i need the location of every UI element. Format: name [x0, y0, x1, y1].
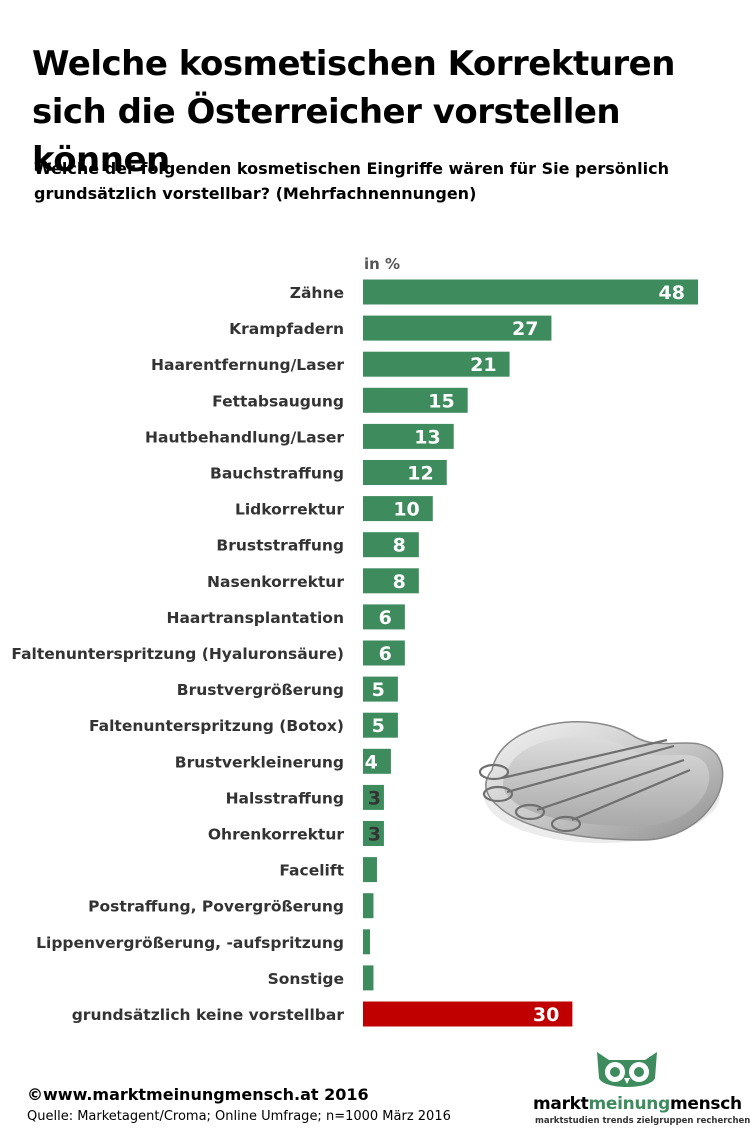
surgical-tray-icon	[478, 721, 724, 843]
value-label: 6	[379, 607, 392, 629]
category-label: Hautbehandlung/Laser	[145, 428, 344, 446]
page-subtitle: Welche der folgenden kosmetischen Eingri…	[34, 159, 669, 203]
value-label: 10	[393, 499, 419, 521]
bar	[363, 496, 433, 522]
source-text: Quelle: Marketagent/Croma; Online Umfrag…	[27, 1109, 451, 1124]
bar	[363, 351, 510, 377]
bar	[363, 315, 552, 341]
category-label: Lidkorrektur	[235, 501, 344, 519]
bar	[363, 460, 447, 485]
value-label: 5	[372, 679, 385, 701]
bar	[363, 748, 391, 774]
category-label: Halsstraffung	[226, 789, 344, 807]
category-label: Haartransplantation	[167, 609, 345, 627]
category-label: Zähne	[290, 284, 344, 302]
category-label: Ohrenkorrektur	[208, 826, 344, 844]
category-label: Fettabsaugung	[212, 392, 344, 410]
value-label: 5	[372, 715, 385, 737]
category-label: Krampfadern	[229, 320, 344, 338]
value-label: 27	[512, 318, 538, 340]
category-label: Nasenkorrektur	[207, 573, 344, 591]
unit-label: in %	[364, 255, 401, 273]
category-label: Brustvergrößerung	[177, 681, 344, 699]
value-label: 8	[393, 535, 406, 557]
bar	[363, 821, 384, 846]
category-label: grundsätzlich keine vorstellbar	[72, 1006, 345, 1024]
bar	[363, 640, 405, 666]
bar	[363, 712, 398, 738]
bar	[363, 532, 419, 558]
bar	[363, 784, 384, 810]
copyright-text: ©www.marktmeinungmensch.at 2016	[27, 1085, 369, 1104]
brand-logo: marktmeinungmensch marktstudien trends z…	[533, 1048, 750, 1130]
value-label: 15	[428, 390, 454, 412]
bar	[363, 676, 398, 702]
value-label: 3	[368, 824, 381, 846]
bar	[363, 279, 698, 305]
value-label: 21	[470, 354, 496, 376]
category-label: Faltenunterspritzung (Hyaluronsäure)	[11, 645, 344, 663]
owl-icon	[597, 1052, 657, 1087]
value-label: 8	[393, 571, 406, 593]
bar	[363, 604, 405, 630]
bar	[363, 423, 454, 449]
value-label: 48	[659, 282, 685, 304]
value-label: 30	[533, 1004, 559, 1026]
category-label: Facelift	[279, 862, 344, 880]
value-label: 6	[379, 643, 392, 665]
category-label: Brustverkleinerung	[175, 753, 344, 771]
category-label: Postraffung, Povergrößerung	[88, 898, 344, 916]
value-label: 4	[365, 751, 378, 773]
category-label: Bruststraffung	[216, 537, 344, 555]
category-label: Haarentfernung/Laser	[151, 356, 344, 374]
bar	[363, 568, 419, 594]
bar	[363, 929, 370, 955]
category-label: Faltenunterspritzung (Botox)	[89, 717, 344, 735]
value-label: 12	[407, 463, 433, 485]
bar	[363, 387, 468, 413]
logo-wordmark: marktmeinungmensch	[533, 1094, 742, 1114]
bar	[363, 893, 374, 919]
category-label: Lippenvergrößerung, -aufspritzung	[36, 934, 344, 952]
value-label: 13	[414, 426, 440, 448]
bar	[363, 857, 377, 883]
logo-tagline: marktstudien trends zielgruppen recherch…	[535, 1116, 750, 1126]
bar	[363, 965, 374, 991]
value-label: 3	[368, 787, 381, 809]
page-title: Welche kosmetischen Korrekturen sich die…	[32, 44, 675, 180]
category-label: Bauchstraffung	[210, 465, 344, 483]
bar	[363, 1001, 573, 1027]
category-label: Sonstige	[268, 970, 344, 988]
